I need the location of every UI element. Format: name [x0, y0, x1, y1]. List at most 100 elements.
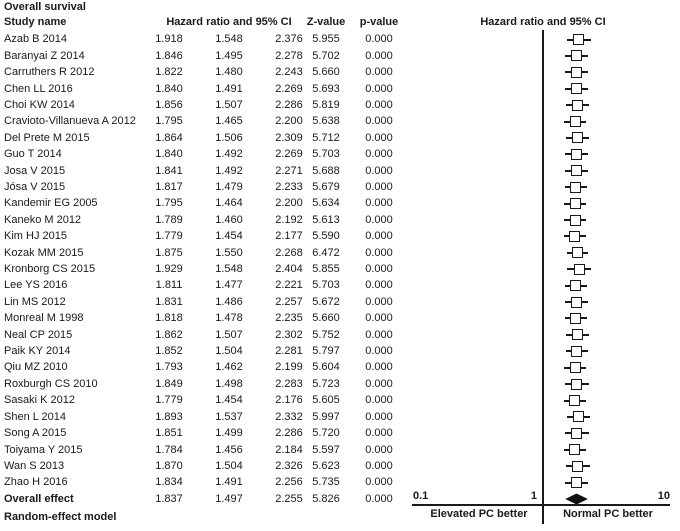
lower-limit-value: 1.550: [215, 246, 243, 259]
p-value: 0.000: [365, 443, 393, 456]
hazard-ratio-value: 1.852: [155, 345, 183, 358]
lower-limit-value: 1.478: [215, 312, 243, 325]
hazard-ratio-value: 1.929: [155, 263, 183, 276]
hr-square-marker: [571, 83, 583, 95]
hazard-ratio-value: 1.840: [155, 82, 183, 95]
hazard-ratio-value: 1.793: [155, 361, 183, 374]
study-row: Guo T 2014 1.840 1.492 2.269 5.703 0.000: [0, 146, 680, 162]
p-value: 0.000: [365, 279, 393, 292]
upper-limit-value: 2.235: [275, 312, 303, 325]
p-value: 0.000: [365, 82, 393, 95]
hr-square-marker: [571, 132, 583, 144]
p-value: 0.000: [365, 33, 393, 46]
study-row: Kozak MM 2015 1.875 1.550 2.268 6.472 0.000: [0, 245, 680, 261]
z-value: 5.703: [312, 148, 340, 161]
upper-limit-value: 2.200: [275, 115, 303, 128]
study-name: Paik KY 2014: [4, 345, 71, 358]
study-row: Roxburgh CS 2010 1.849 1.498 2.283 5.723 0.00…: [0, 376, 680, 392]
hazard-ratio-value: 1.849: [155, 377, 183, 390]
study-row: Wan S 2013 1.870 1.504 2.326 5.623 0.000: [0, 458, 680, 474]
upper-limit-value: 2.268: [275, 246, 303, 259]
study-row: Paik KY 2014 1.852 1.504 2.281 5.797 0.000: [0, 343, 680, 359]
overall-diamond-marker: [565, 493, 588, 505]
study-name: Baranyai Z 2014: [4, 49, 85, 62]
p-value: 0.000: [365, 164, 393, 177]
z-value: 5.752: [312, 328, 340, 341]
hazard-ratio-value: 1.841: [155, 164, 183, 177]
study-row: Qiu MZ 2010 1.793 1.462 2.199 5.604 0.000: [0, 359, 680, 375]
z-value: 5.605: [312, 394, 340, 407]
hazard-ratio-value: 1.811: [155, 279, 183, 292]
z-value: 6.472: [312, 246, 340, 259]
hazard-ratio-value: 1.870: [155, 459, 183, 472]
hazard-ratio-value: 1.818: [155, 312, 183, 325]
upper-limit-value: 2.269: [275, 82, 303, 95]
lower-limit-value: 1.548: [215, 33, 243, 46]
upper-limit-value: 2.184: [275, 443, 303, 456]
axis-label-elevated-pc-better: Elevated PC better: [430, 508, 528, 520]
z-value: 5.735: [312, 476, 340, 489]
z-value: 5.660: [312, 312, 340, 325]
lower-limit-value: 1.492: [215, 164, 243, 177]
upper-limit-value: 2.221: [275, 279, 303, 292]
study-row: Chen LL 2016 1.840 1.491 2.269 5.693 0.000: [0, 81, 680, 97]
axis-label-normal-pc-better: Normal PC better: [563, 508, 653, 520]
p-value: 0.000: [365, 213, 393, 226]
hr-square-marker: [571, 378, 583, 390]
upper-limit-value: 2.302: [275, 328, 303, 341]
p-value: 0.000: [365, 361, 393, 374]
lower-limit-value: 1.491: [215, 82, 243, 95]
upper-limit-value: 2.404: [275, 263, 303, 276]
z-value: 5.597: [312, 443, 340, 456]
lower-limit-value: 1.548: [215, 263, 243, 276]
study-name: Shen L 2014: [4, 410, 66, 423]
column-header-z-value: Z-value: [306, 16, 346, 28]
study-row: Kaneko M 2012 1.789 1.460 2.192 5.613 0.000: [0, 212, 680, 228]
p-value: 0.000: [365, 295, 393, 308]
hr-square-marker: [573, 263, 585, 275]
z-value: 5.590: [312, 230, 340, 243]
study-name: Sasaki K 2012: [4, 394, 75, 407]
study-name: Kozak MM 2015: [4, 246, 84, 259]
p-value: 0.000: [365, 427, 393, 440]
study-row: Carruthers R 2012 1.822 1.480 2.243 5.660 0.0…: [0, 64, 680, 80]
study-name: Cravioto-Villanueva A 2012: [4, 115, 136, 128]
p-value: 0.000: [365, 115, 393, 128]
model-label: Random-effect model: [4, 511, 117, 523]
z-value: 5.826: [312, 492, 340, 505]
study-row: Cravioto-Villanueva A 2012 1.795 1.465 2.20…: [0, 113, 680, 129]
p-value: 0.000: [365, 180, 393, 193]
upper-limit-value: 2.269: [275, 148, 303, 161]
p-value: 0.000: [365, 66, 393, 79]
hr-square-marker: [570, 280, 582, 292]
hazard-ratio-value: 1.837: [155, 492, 183, 505]
p-value: 0.000: [365, 131, 393, 144]
study-row: Josa V 2015 1.841 1.492 2.271 5.688 0.000: [0, 163, 680, 179]
lower-limit-value: 1.499: [215, 427, 243, 440]
upper-limit-value: 2.281: [275, 345, 303, 358]
study-name: Roxburgh CS 2010: [4, 377, 98, 390]
hazard-ratio-value: 1.856: [155, 98, 183, 111]
upper-limit-value: 2.283: [275, 377, 303, 390]
study-name: Kandemir EG 2005: [4, 197, 98, 210]
study-row: Neal CP 2015 1.862 1.507 2.302 5.752 0.000: [0, 327, 680, 343]
study-name: Lin MS 2012: [4, 295, 66, 308]
p-value: 0.000: [365, 246, 393, 259]
hr-square-marker: [569, 395, 581, 407]
hr-square-marker: [570, 477, 582, 489]
study-row: Baranyai Z 2014 1.846 1.495 2.278 5.702 0.000: [0, 48, 680, 64]
z-value: 5.604: [312, 361, 340, 374]
hazard-ratio-value: 1.795: [155, 197, 183, 210]
hazard-ratio-value: 1.893: [155, 410, 183, 423]
hr-square-marker: [569, 116, 581, 128]
study-name: Overall effect: [4, 492, 74, 505]
p-value: 0.000: [365, 328, 393, 341]
column-header-hr-ci: Hazard ratio and 95% CI: [166, 16, 292, 28]
study-row: Azab B 2014 1.918 1.548 2.376 5.955 0.000: [0, 31, 680, 47]
upper-limit-value: 2.192: [275, 213, 303, 226]
upper-limit-value: 2.326: [275, 459, 303, 472]
hr-square-marker: [571, 427, 583, 439]
hazard-ratio-value: 1.795: [155, 115, 183, 128]
z-value: 5.720: [312, 427, 340, 440]
